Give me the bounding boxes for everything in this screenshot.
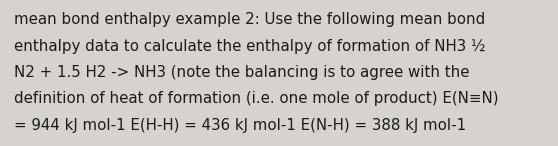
Text: definition of heat of formation (i.e. one mole of product) E(N≡N): definition of heat of formation (i.e. on… (14, 92, 499, 106)
Text: N2 + 1.5 H2 -> NH3 (note the balancing is to agree with the: N2 + 1.5 H2 -> NH3 (note the balancing i… (14, 65, 469, 80)
Text: mean bond enthalpy example 2: Use the following mean bond: mean bond enthalpy example 2: Use the fo… (14, 12, 485, 27)
Text: enthalpy data to calculate the enthalpy of formation of NH3 ½: enthalpy data to calculate the enthalpy … (14, 39, 485, 53)
Text: = 944 kJ mol-1 E(H-H) = 436 kJ mol-1 E(N-H) = 388 kJ mol-1: = 944 kJ mol-1 E(H-H) = 436 kJ mol-1 E(N… (14, 118, 466, 133)
